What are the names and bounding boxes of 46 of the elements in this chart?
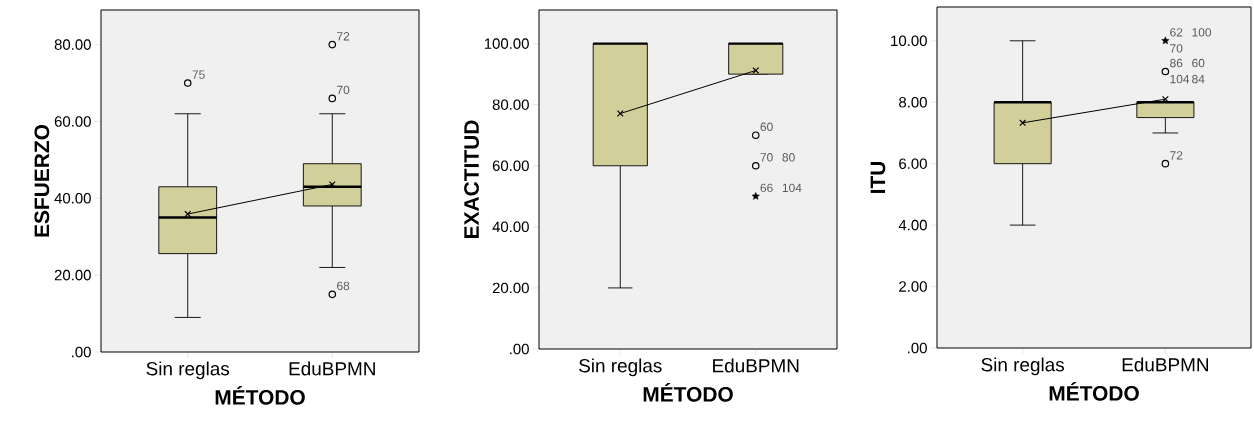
x-tick-label: Sin reglas bbox=[579, 358, 662, 377]
y-tick-label: 20.00 bbox=[54, 269, 91, 281]
x-tick-label: Sin reglas bbox=[146, 361, 230, 380]
y-tick-label: .00 bbox=[908, 342, 927, 354]
y-tick-label: 6.00 bbox=[899, 158, 927, 169]
y-tick-label: 8.00 bbox=[899, 96, 927, 108]
y-tick-label: 60.00 bbox=[492, 160, 529, 172]
y-tick-label: 100.00 bbox=[484, 38, 529, 49]
y-axis-title: ESFUERZO bbox=[34, 124, 50, 237]
x-axis-title: MÉTODO bbox=[1049, 382, 1139, 401]
annotation: 100 bbox=[1192, 28, 1212, 37]
y-tick-label: 80.00 bbox=[54, 39, 91, 50]
annotation: 60 bbox=[1192, 58, 1205, 68]
y-axis-title: EXACTITUD bbox=[464, 120, 479, 238]
y-tick-label: .00 bbox=[72, 346, 91, 358]
x-tick-label: EduBPMN bbox=[1122, 357, 1209, 372]
y-tick-label: 10.00 bbox=[891, 35, 927, 47]
y-tick-label: 80.00 bbox=[492, 99, 529, 110]
y-tick-label: 4.00 bbox=[898, 219, 927, 231]
x-tick-label: EduBPMN bbox=[289, 361, 375, 376]
annotation: 70 bbox=[1170, 44, 1183, 53]
x-tick-label: Sin reglas bbox=[981, 357, 1065, 376]
y-tick-label: 20.00 bbox=[492, 282, 529, 294]
y-tick-label: .00 bbox=[510, 343, 529, 355]
y-tick-label: 40.00 bbox=[492, 221, 529, 233]
y-tick-label: 2.00 bbox=[899, 281, 927, 292]
y-tick-label: 40.00 bbox=[54, 193, 91, 204]
x-tick-label: EduBPMN bbox=[713, 358, 799, 373]
annotation: 70 bbox=[760, 153, 773, 162]
x-axis-title: MÉTODO bbox=[643, 383, 733, 402]
annotation: 75 bbox=[192, 70, 205, 79]
annotation: 86 bbox=[1170, 58, 1183, 68]
y-axis-title: ITU bbox=[870, 161, 886, 193]
annotation: 104 bbox=[782, 183, 802, 193]
annotation: 84 bbox=[1192, 74, 1205, 84]
annotation: 62 bbox=[1170, 28, 1183, 37]
annotation: 104 bbox=[1170, 74, 1190, 84]
annotation: 60 bbox=[760, 122, 773, 132]
annotation: 66 bbox=[760, 183, 773, 193]
annotation: 72 bbox=[1170, 151, 1183, 160]
annotation: 70 bbox=[337, 85, 350, 95]
x-axis-title: MÉTODO bbox=[215, 386, 305, 405]
y-tick-label: 60.00 bbox=[54, 116, 91, 127]
annotation: 68 bbox=[337, 281, 350, 291]
annotation: 80 bbox=[782, 153, 795, 162]
annotation: 72 bbox=[337, 32, 350, 41]
